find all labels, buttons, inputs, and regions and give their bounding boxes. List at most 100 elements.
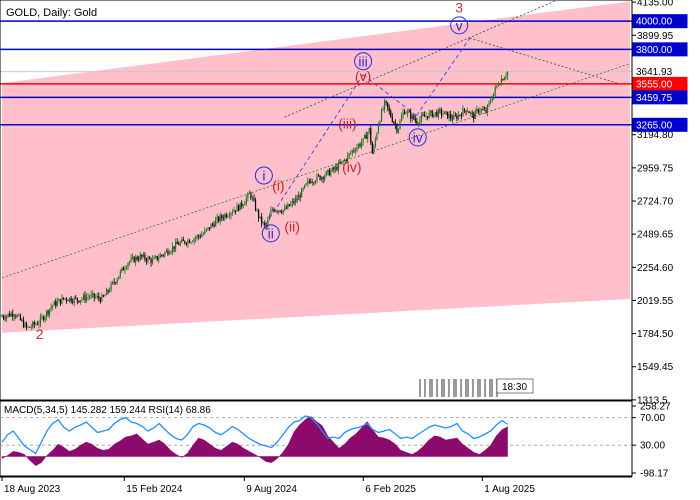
elliott-wave-labels: 2 i (i) ii (ii) (iii) (iv) iii(v) iv v3: [36, 0, 469, 342]
wave-label: 2: [36, 326, 44, 342]
candle-body: [410, 112, 412, 119]
candle-body: [201, 234, 203, 238]
candle-body: [368, 128, 370, 133]
candle-body: [208, 227, 211, 230]
candle-body: [387, 102, 389, 108]
candle-body: [178, 243, 180, 246]
candle-body: [49, 309, 51, 315]
candle-body: [277, 210, 280, 212]
candle-body: [436, 112, 438, 117]
candle-body: [79, 300, 81, 303]
candle-body: [175, 241, 177, 249]
candle-body: [196, 235, 198, 238]
candle-body: [334, 166, 337, 170]
candle-body: [132, 256, 134, 259]
price-pane-border: [0, 0, 633, 401]
candle-body: [360, 142, 363, 147]
candle-body: [474, 110, 476, 119]
candle-body: [407, 111, 409, 114]
candle-body: [162, 255, 164, 256]
candle-body: [81, 298, 83, 301]
candle-body: [65, 298, 68, 301]
candle-body: [84, 295, 86, 301]
candle-body: [4, 317, 6, 319]
candle-body: [271, 208, 274, 211]
candle-body: [248, 192, 250, 194]
candle-body: [69, 297, 71, 302]
candle-body: [420, 115, 423, 120]
time-axis[interactable]: 18 Aug 2023 15 Feb 2024 9 Aug 2024 6 Feb 20…: [0, 476, 632, 495]
time-tick-label: 15 Feb 2024: [126, 484, 183, 495]
candle-body: [148, 257, 151, 260]
candle-body: [107, 289, 109, 292]
candle-body: [170, 251, 172, 254]
candle-body: [367, 132, 369, 139]
candle-body: [87, 296, 89, 298]
candle-body: [448, 114, 450, 119]
candle-body: [236, 205, 238, 212]
candle-body: [456, 115, 458, 119]
wave-circle: [261, 224, 280, 243]
candle-body: [377, 124, 380, 134]
candle-body: [164, 252, 166, 256]
trendline-base: [1, 63, 631, 279]
candle-body: [290, 203, 292, 206]
candle-body: [138, 259, 140, 261]
candle-body: [199, 236, 201, 238]
candle-body: [156, 256, 158, 260]
candle-body: [285, 207, 287, 209]
wave-circle: [254, 166, 273, 185]
candle-body: [204, 230, 206, 234]
price-pane[interactable]: 2 i (i) ii (ii) (iii) (iv) iii(v) iv v3: [0, 0, 633, 401]
candle-body: [168, 253, 171, 255]
price-tag-label: 3800.00: [636, 45, 673, 56]
candle-body: [182, 239, 184, 241]
candle-body: [52, 305, 54, 307]
candle-body: [463, 108, 466, 111]
trendline-upper: [284, 0, 559, 118]
wave-label: (i): [272, 177, 284, 193]
candle-body: [44, 316, 46, 320]
price-tick-label: 2959.75: [637, 163, 674, 174]
candle-body: [262, 222, 264, 224]
candle-body: [133, 256, 135, 263]
candle-body: [98, 296, 100, 299]
price-tag-box: [632, 14, 688, 29]
candle-body: [453, 115, 455, 120]
candle-body: [486, 104, 489, 113]
candle-body: [362, 137, 364, 143]
candle-body: [473, 113, 475, 119]
candle-body: [121, 267, 123, 272]
candle-body: [219, 215, 221, 222]
candle-body: [242, 205, 244, 207]
candle-body: [460, 114, 463, 117]
candle-body: [238, 205, 240, 211]
candle-body: [490, 101, 492, 103]
candle-body: [348, 153, 350, 156]
candle-body: [414, 119, 416, 121]
candle-body: [342, 161, 344, 162]
candle-body: [294, 198, 297, 203]
candle-body: [503, 77, 506, 81]
candle-body: [29, 326, 31, 328]
macd-rsi-pane[interactable]: [0, 400, 633, 477]
candle-body: [390, 110, 392, 117]
candle-body: [384, 100, 386, 109]
candle-body: [15, 315, 17, 317]
candle-body: [27, 326, 29, 328]
candle-body: [350, 152, 352, 154]
candle-body: [50, 306, 52, 310]
candle-body: [279, 210, 281, 212]
candle-body: [78, 300, 80, 303]
candle-body: [485, 110, 487, 113]
candle-body: [314, 181, 317, 183]
candle-body: [244, 203, 246, 206]
candle-body: [113, 281, 115, 283]
candle-body: [417, 123, 420, 125]
candle-body: [188, 240, 191, 243]
candle-body: [105, 289, 108, 296]
candle-body: [10, 313, 12, 317]
candle-body: [399, 121, 401, 129]
